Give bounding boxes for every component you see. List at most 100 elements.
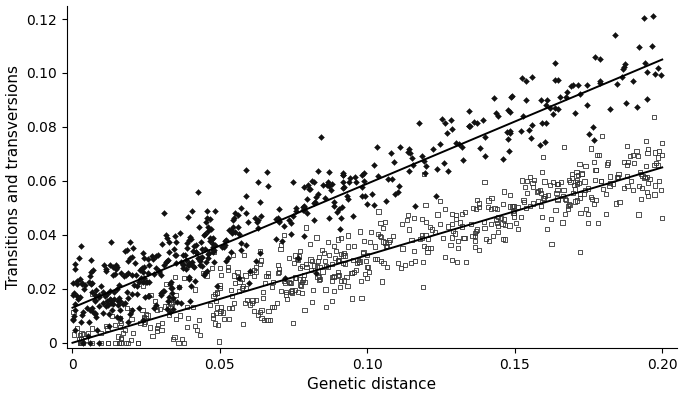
Point: [241, 242, 252, 248]
Point: [262, 317, 273, 323]
Point: [336, 235, 347, 242]
Point: [158, 262, 169, 268]
Point: [516, 178, 527, 184]
Point: [88, 267, 99, 273]
Point: [323, 215, 334, 222]
Point: [73, 296, 84, 302]
Point: [328, 288, 339, 294]
Point: [101, 291, 112, 297]
Point: [314, 277, 325, 283]
Point: [356, 193, 367, 199]
Point: [470, 229, 481, 236]
Point: [75, 243, 86, 250]
Point: [425, 224, 436, 230]
Point: [118, 273, 129, 279]
Point: [421, 163, 432, 169]
Point: [79, 286, 90, 293]
Point: [318, 181, 329, 188]
Point: [171, 299, 182, 305]
Point: [491, 109, 502, 116]
Point: [127, 272, 138, 278]
Point: [593, 220, 603, 226]
Point: [308, 262, 319, 269]
Point: [121, 339, 132, 346]
Point: [635, 169, 646, 175]
Point: [202, 251, 213, 258]
Point: [209, 241, 220, 248]
Point: [492, 206, 503, 212]
Point: [247, 297, 258, 304]
Point: [286, 280, 297, 286]
Point: [639, 175, 650, 181]
Point: [420, 202, 431, 209]
Point: [590, 167, 601, 173]
Y-axis label: Transitions and transversions: Transitions and transversions: [5, 65, 21, 289]
Point: [396, 265, 407, 271]
Point: [208, 293, 219, 299]
Point: [614, 199, 625, 205]
Point: [324, 183, 335, 189]
Point: [105, 287, 116, 294]
Point: [103, 339, 114, 346]
Point: [242, 219, 253, 225]
Point: [125, 239, 136, 245]
Point: [275, 242, 286, 248]
Point: [401, 217, 412, 223]
Point: [156, 320, 167, 326]
Point: [273, 266, 284, 272]
Point: [588, 159, 599, 165]
Point: [323, 263, 334, 270]
Point: [105, 299, 116, 306]
Point: [619, 185, 630, 191]
Point: [325, 187, 336, 193]
Point: [406, 260, 416, 266]
Point: [203, 228, 214, 234]
Point: [240, 167, 251, 173]
Point: [115, 298, 126, 305]
Point: [283, 279, 294, 286]
Point: [127, 254, 138, 260]
Point: [407, 155, 418, 161]
Point: [227, 224, 238, 230]
Point: [581, 206, 592, 213]
Point: [271, 216, 282, 222]
Point: [199, 270, 210, 276]
Point: [565, 179, 576, 185]
Point: [94, 339, 105, 346]
Point: [73, 255, 84, 261]
Point: [286, 287, 297, 294]
Point: [480, 152, 491, 159]
Point: [554, 94, 565, 100]
Point: [548, 179, 559, 185]
Point: [166, 279, 177, 286]
Point: [343, 179, 354, 185]
Point: [480, 134, 491, 140]
Point: [464, 107, 475, 114]
Point: [227, 230, 238, 237]
Point: [279, 275, 290, 281]
Point: [254, 199, 265, 205]
Point: [149, 271, 160, 277]
Point: [536, 96, 547, 103]
Point: [604, 183, 615, 189]
X-axis label: Genetic distance: Genetic distance: [307, 377, 436, 392]
Point: [115, 320, 126, 326]
Point: [76, 330, 87, 337]
Point: [400, 261, 411, 268]
Point: [200, 246, 211, 252]
Point: [538, 154, 549, 160]
Point: [351, 179, 362, 185]
Point: [465, 123, 476, 129]
Point: [338, 170, 349, 176]
Point: [629, 160, 640, 166]
Point: [114, 282, 125, 288]
Point: [345, 175, 356, 181]
Point: [573, 82, 584, 88]
Point: [125, 337, 136, 343]
Point: [383, 176, 394, 182]
Point: [421, 219, 432, 225]
Point: [118, 330, 129, 337]
Point: [215, 308, 226, 314]
Point: [273, 218, 284, 224]
Point: [116, 335, 127, 341]
